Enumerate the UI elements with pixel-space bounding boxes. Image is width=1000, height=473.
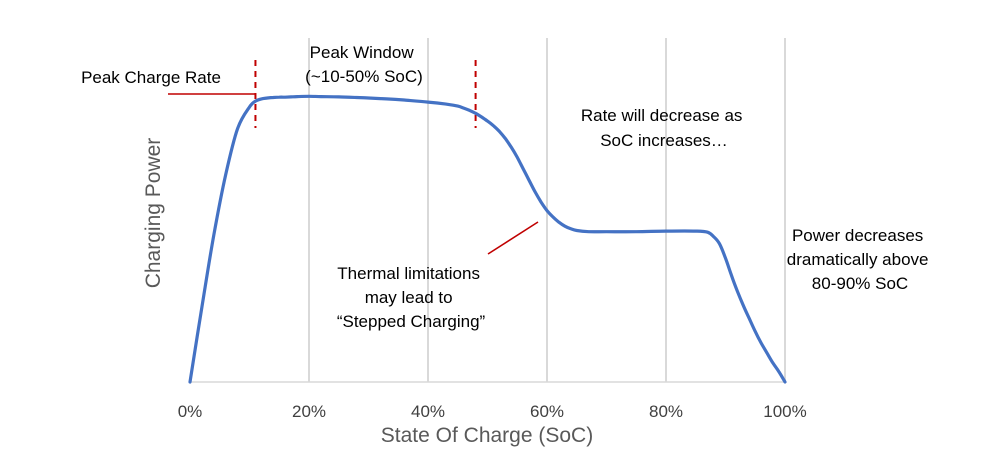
annotation-peak-charge-rate: Peak Charge Rate	[81, 68, 221, 87]
x-tick-labels: 0% 20% 40% 60% 80% 100%	[178, 402, 807, 421]
gridlines	[190, 38, 786, 383]
x-tick-label: 0%	[178, 402, 203, 421]
series-lines	[188, 94, 787, 384]
annotation-peak-window: Peak Window (~10-50% SoC)	[305, 43, 423, 86]
annotation-rate-decrease: Rate will decrease as SoC increases…	[581, 106, 747, 150]
x-tick-label: 60%	[530, 402, 564, 421]
thermal-leader-line	[487, 221, 539, 255]
x-axis-title: State Of Charge (SoC)	[381, 424, 593, 447]
y-axis-title: Charging Power	[142, 138, 165, 289]
annotation-power-decreases: Power decreases dramatically above 80-90…	[787, 226, 933, 293]
charging-power-series-line	[188, 94, 787, 384]
x-tick-label: 20%	[292, 402, 326, 421]
x-tick-label: 80%	[649, 402, 683, 421]
annotation-leaders	[168, 93, 539, 255]
annotation-thermal-limitations: Thermal limitations may lead to “Stepped…	[337, 264, 486, 331]
x-tick-label: 40%	[411, 402, 445, 421]
x-tick-label: 100%	[763, 402, 806, 421]
